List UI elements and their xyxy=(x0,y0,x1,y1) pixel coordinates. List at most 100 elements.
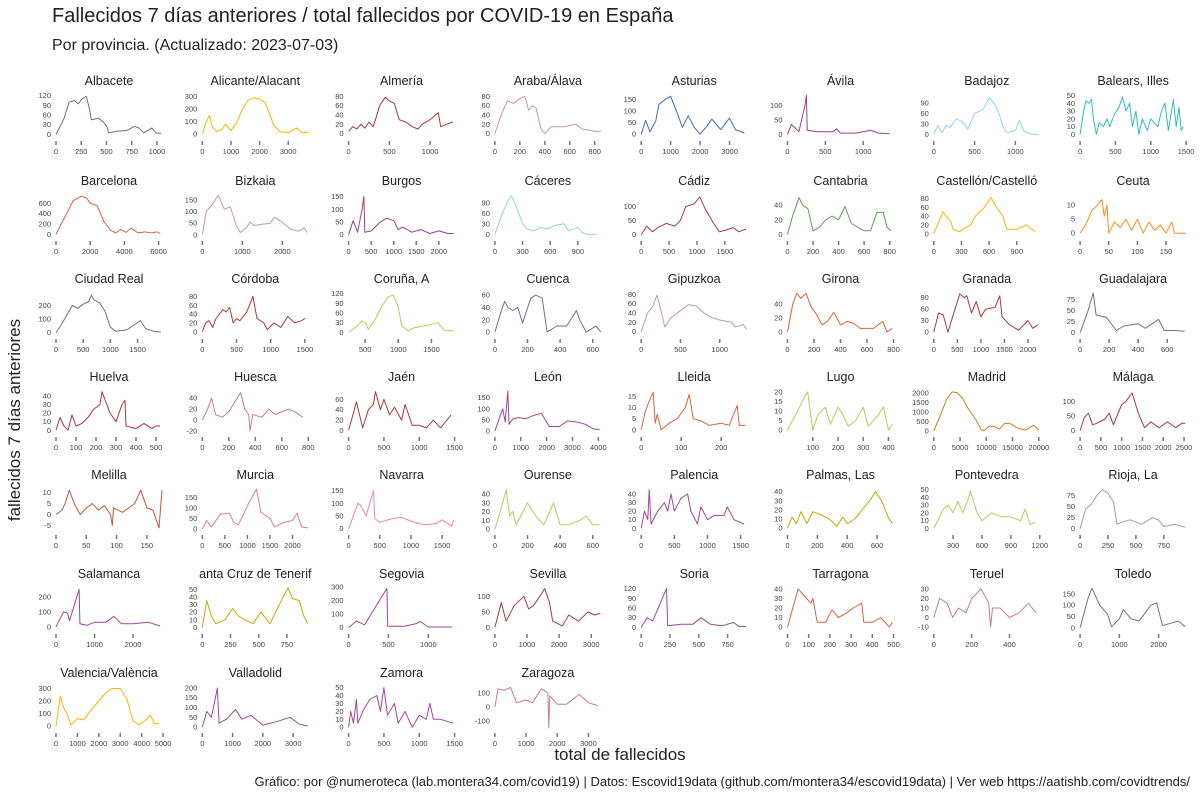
y-tick-label: 100 xyxy=(624,107,637,116)
x-tick-label: 500 xyxy=(887,640,900,649)
x-tick-label: 300 xyxy=(845,640,858,649)
x-tick-label: 100 xyxy=(70,443,83,452)
y-tick-label: 0 xyxy=(778,426,782,435)
facet-title: Teruel xyxy=(970,567,1004,581)
y-tick-label: 0 xyxy=(193,524,197,533)
y-tick-label: -100 xyxy=(475,717,490,726)
y-tick-label: 80 xyxy=(335,92,343,101)
x-tick-label: 100 xyxy=(675,443,688,452)
y-tick-label: 75 xyxy=(1067,295,1075,304)
y-tick-label: 200 xyxy=(38,697,51,706)
x-tick-label: 15000 xyxy=(1002,443,1023,452)
y-tick-label: 20 xyxy=(335,120,343,129)
y-tick-label: 0 xyxy=(1071,524,1075,533)
x-tick-label: 600 xyxy=(871,541,884,550)
x-tick-label: 0 xyxy=(347,247,351,256)
y-tick-label: 20 xyxy=(335,416,343,425)
facet-panel: Toledo 0 50 100 150 0 1000 2000 xyxy=(1063,567,1186,649)
x-tick-label: 200 xyxy=(965,640,978,649)
series-line xyxy=(55,489,163,529)
facet-title: Balears, Illes xyxy=(1097,74,1169,88)
x-tick-label: 100 xyxy=(1131,247,1144,256)
x-tick-label: 1000 xyxy=(699,541,716,550)
x-tick-label: 1000 xyxy=(512,443,529,452)
x-tick-label: 50 xyxy=(1105,247,1113,256)
x-tick-label: 600 xyxy=(861,345,874,354)
x-tick-label: 0 xyxy=(54,739,58,748)
x-tick-label: 0 xyxy=(785,541,789,550)
y-tick-label: 50 xyxy=(628,118,636,127)
x-tick-label: 600 xyxy=(858,247,871,256)
x-tick-label: 0 xyxy=(785,247,789,256)
series-line xyxy=(494,294,602,333)
x-tick-label: 0 xyxy=(932,443,936,452)
x-tick-label: 0 xyxy=(932,247,936,256)
chart-title: Fallecidos 7 días anteriores / total fal… xyxy=(52,5,674,27)
series-line xyxy=(55,95,162,135)
y-tick-label: 90 xyxy=(920,98,928,107)
x-tick-label: 0 xyxy=(347,739,351,748)
x-tick-label: 750 xyxy=(721,640,734,649)
y-tick-label: 150 xyxy=(1063,589,1076,598)
y-tick-label: 2000 xyxy=(912,388,929,397)
facet-panel: Bizkaia 0 50 100 150 0 1000 2000 xyxy=(185,174,308,256)
x-tick-label: 200 xyxy=(824,640,837,649)
facet-title: Córdoba xyxy=(231,272,279,286)
y-tick-label: 0 xyxy=(486,328,490,337)
facet-title: Tarragona xyxy=(812,567,868,581)
y-tick-label: 60 xyxy=(189,301,197,310)
x-tick-label: 2000 xyxy=(284,541,301,550)
y-tick-label: 20 xyxy=(482,120,490,129)
y-tick-label: 0 xyxy=(778,524,782,533)
series-line xyxy=(494,686,598,729)
y-tick-label: 60 xyxy=(920,305,928,314)
y-tick-label: 60 xyxy=(920,203,928,212)
y-tick-label: 25 xyxy=(1067,317,1075,326)
facet-title: Jaén xyxy=(388,370,415,384)
y-tick-label: 20 xyxy=(774,387,782,396)
y-tick-label: 40 xyxy=(774,201,782,210)
series-line xyxy=(55,195,161,235)
x-tick-label: 0 xyxy=(493,147,497,156)
facet-title: Lugo xyxy=(827,370,855,384)
y-tick-label: 0 xyxy=(925,328,929,337)
series-line xyxy=(1079,292,1185,333)
x-tick-label: 2000 xyxy=(90,739,107,748)
x-tick-label: 0 xyxy=(54,640,58,649)
y-tick-label: 80 xyxy=(628,290,636,299)
x-tick-label: 4000 xyxy=(133,739,150,748)
facet-title: Araba/Álava xyxy=(514,73,582,88)
x-tick-label: 20000 xyxy=(1028,443,1049,452)
x-tick-label: 500 xyxy=(374,541,387,550)
x-tick-label: 500 xyxy=(219,541,232,550)
x-tick-label: 2500 xyxy=(1176,443,1193,452)
y-tick-label: 30 xyxy=(920,119,928,128)
x-tick-label: 500 xyxy=(663,247,676,256)
series-line xyxy=(201,687,308,728)
y-tick-label: 10 xyxy=(920,516,928,525)
x-tick-label: 1000 xyxy=(149,147,166,156)
y-tick-label: 30 xyxy=(920,584,928,593)
y-tick-label: 0 xyxy=(193,416,197,425)
y-tick-label: 50 xyxy=(189,713,197,722)
x-tick-label: 400 xyxy=(841,541,854,550)
x-tick-label: 200 xyxy=(514,147,527,156)
facet-title: Granada xyxy=(962,272,1011,286)
x-tick-label: 4000 xyxy=(590,443,607,452)
y-tick-label: 0 xyxy=(339,623,343,632)
x-tick-label: 0 xyxy=(785,147,789,156)
facet-title: Castellón/Castelló xyxy=(936,174,1037,188)
x-tick-label: 0 xyxy=(639,640,643,649)
x-tick-label: 750 xyxy=(125,147,138,156)
y-tick-label: 0 xyxy=(778,230,782,239)
y-tick-label: 50 xyxy=(482,607,490,616)
x-tick-label: 2000 xyxy=(549,739,566,748)
x-tick-label: 400 xyxy=(866,640,879,649)
x-tick-label: 0 xyxy=(200,541,204,550)
